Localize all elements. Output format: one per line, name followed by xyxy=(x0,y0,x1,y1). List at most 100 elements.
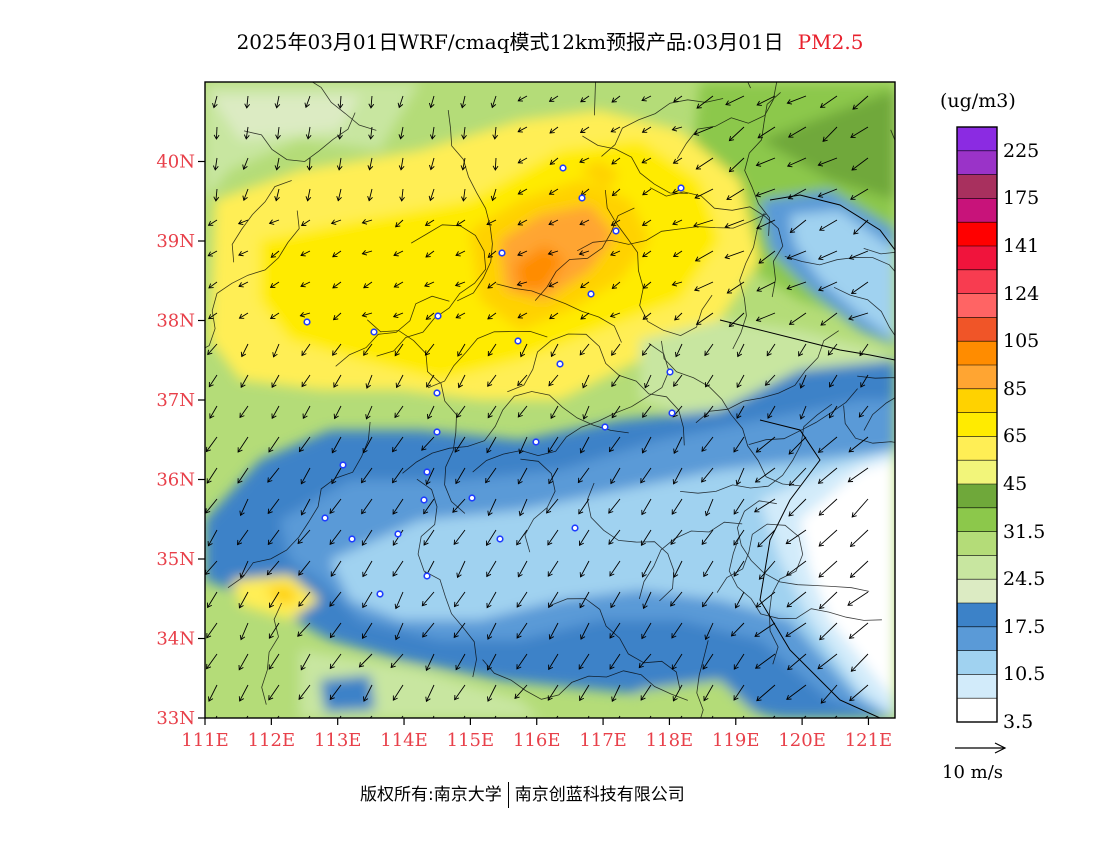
wind-arrow-shaft xyxy=(757,529,776,548)
wind-arrow-shaft xyxy=(800,374,807,389)
wind-arrow-shaft xyxy=(731,622,745,637)
wind-arrow-head xyxy=(608,446,614,453)
wind-arrow-shaft xyxy=(736,467,745,485)
wind-arrow-head xyxy=(609,312,616,318)
wind-arrow-shaft xyxy=(395,591,404,609)
colorbar-label: 124 xyxy=(1003,282,1040,305)
colorbar-label: 3.5 xyxy=(1003,711,1034,733)
wind-arrow-head xyxy=(212,102,218,109)
wind-arrow-head xyxy=(671,664,677,670)
wind-arrow-shaft xyxy=(208,684,218,702)
wind-arrow-head xyxy=(208,314,214,320)
wind-arrow-shaft xyxy=(494,157,497,171)
wind-arrow-shaft xyxy=(339,95,342,109)
city-marker xyxy=(348,535,356,543)
wind-arrow-shaft xyxy=(579,591,590,608)
wind-arrow-head xyxy=(428,195,435,202)
wind-arrow-shaft xyxy=(269,591,280,608)
wind-arrow-head xyxy=(212,165,219,171)
wind-arrow-shaft xyxy=(430,157,435,170)
wind-arrow-head xyxy=(704,510,711,517)
wind-arrow-shaft xyxy=(392,684,404,701)
wind-arrow-shaft xyxy=(331,467,342,484)
wind-arrow-shaft xyxy=(733,560,745,577)
wind-arrow-head xyxy=(487,283,493,289)
wind-arrow-shaft xyxy=(549,622,559,640)
wind-arrow-shaft xyxy=(425,312,435,320)
wind-arrow-head xyxy=(298,446,304,453)
wind-arrow-shaft xyxy=(298,591,311,607)
wind-arrow-shaft xyxy=(240,622,249,640)
wind-arrow-head xyxy=(453,632,459,639)
wind-arrow-head xyxy=(454,447,460,453)
wind-arrow-head xyxy=(580,634,586,640)
wind-arrow-head xyxy=(579,602,585,609)
wind-arrow-head xyxy=(703,695,709,702)
wind-arrow-shaft xyxy=(271,374,280,388)
wind-arrow-shaft xyxy=(462,188,466,201)
wind-arrow-shaft xyxy=(672,219,683,225)
wind-arrow-shaft xyxy=(362,560,373,577)
wind-arrow-head xyxy=(641,127,648,133)
colorbar-segment xyxy=(957,127,997,152)
wind-arrow-head xyxy=(425,665,431,672)
wind-arrow-head xyxy=(486,602,492,609)
wind-vectors xyxy=(205,95,869,731)
lat-tick-label: 39N xyxy=(156,231,195,252)
wind-arrow-head xyxy=(694,193,700,199)
wind-arrow-head xyxy=(363,350,369,356)
wind-arrow-shaft xyxy=(486,560,497,577)
wind-arrow-head xyxy=(673,381,679,387)
wind-arrow-head xyxy=(733,664,739,670)
wind-arrow-head xyxy=(455,313,461,319)
wind-arrow-head xyxy=(817,478,824,484)
wind-arrow-shaft xyxy=(208,250,218,257)
wind-arrow-shaft xyxy=(701,436,714,452)
wind-arrow-head xyxy=(298,694,304,700)
wind-arrow-shaft xyxy=(301,498,311,516)
wind-arrow-head xyxy=(367,196,373,202)
colorbar-segment xyxy=(957,246,997,271)
wind-arrow-head xyxy=(670,601,676,607)
wind-arrow-head xyxy=(819,225,825,231)
wind-arrow-head xyxy=(702,601,708,608)
wind-arrow-head xyxy=(208,696,214,702)
wind-arrow-head xyxy=(452,507,458,513)
wind-arrow-head xyxy=(611,159,617,165)
wind-arrow-shaft xyxy=(851,157,869,171)
wind-arrow-shaft xyxy=(790,219,807,233)
wind-arrow-shaft xyxy=(671,622,683,639)
wind-arrow-shaft xyxy=(207,343,218,355)
wind-arrow-head xyxy=(454,281,461,287)
wind-arrow-head xyxy=(755,602,762,608)
wind-arrow-head xyxy=(517,251,523,257)
lon-tick-label: 116E xyxy=(513,730,561,751)
wind-arrow-shaft xyxy=(674,312,683,321)
wind-arrow-head xyxy=(455,478,461,485)
wind-arrow-shaft xyxy=(703,560,714,577)
city-marker xyxy=(433,389,441,397)
wind-arrow-head xyxy=(237,726,241,731)
wind-arrow-head xyxy=(694,256,701,262)
wind-arrow-head xyxy=(755,447,762,453)
wind-arrow-shaft xyxy=(642,436,652,454)
wind-arrow-shaft xyxy=(334,405,342,419)
wind-arrow-shaft xyxy=(787,281,807,290)
wind-arrow-head xyxy=(393,251,399,257)
wind-arrow-shaft xyxy=(673,250,683,257)
wind-arrow-shaft xyxy=(786,684,807,700)
wind-arrow-shaft xyxy=(300,467,311,485)
wind-arrow-shaft xyxy=(579,250,590,255)
wind-arrow-head xyxy=(271,382,277,388)
wind-arrow-shaft xyxy=(579,529,590,546)
wind-arrow-head xyxy=(786,602,792,608)
wind-arrow-head xyxy=(849,541,856,548)
border-line xyxy=(335,295,450,367)
wind-arrow-shaft xyxy=(269,219,280,224)
wind-arrow-head xyxy=(269,314,276,319)
wind-arrow-head xyxy=(207,541,213,547)
wind-arrow-shaft xyxy=(696,157,714,170)
city-marker xyxy=(612,227,620,235)
wind-arrow-head xyxy=(610,127,616,133)
wind-arrow-shaft xyxy=(549,95,559,102)
